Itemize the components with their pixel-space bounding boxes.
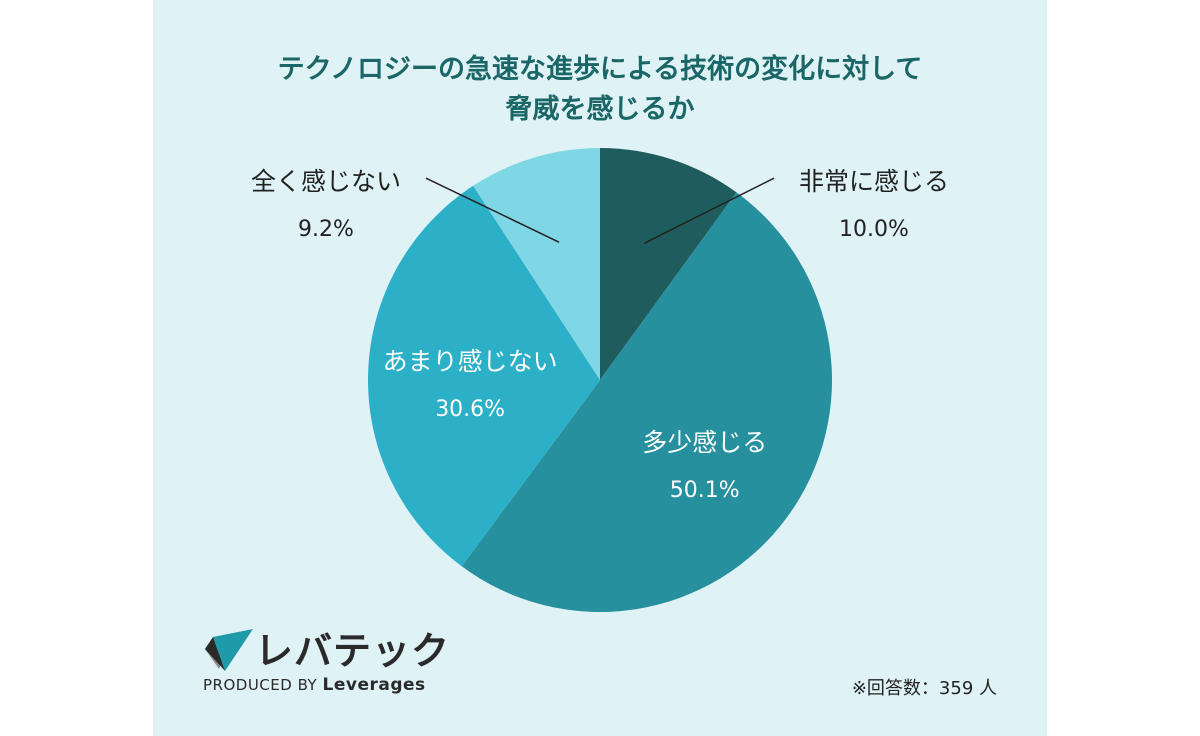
pie-slice-4	[473, 148, 600, 380]
slice-value-2: 50.1%	[670, 478, 740, 503]
slice-label-4: 全く感じない	[251, 167, 401, 196]
leader-line-slice-4	[425, 177, 560, 243]
slice-value-3: 30.6%	[435, 397, 505, 422]
pie-chart: 非常に感じる 10.0% 多少感じる 50.1% あまり感じない 30.6% 全く感じない 9…	[251, 148, 949, 613]
logo-name: レバテック	[255, 629, 451, 673]
pie-slice-3	[368, 185, 600, 567]
slice-label-2: 多少感じる	[642, 428, 767, 457]
respondent-count: ※回答数：359 人	[851, 678, 997, 699]
pie-slice-1	[600, 148, 737, 380]
company-name: Leverages	[322, 675, 426, 695]
levatech-logo-mark-icon	[205, 629, 253, 671]
chart-title-line-2: 脅威を感じるか	[505, 94, 695, 125]
chart-title-line-1: テクノロジーの急速な進歩による技術の変化に対して	[277, 54, 923, 85]
levatech-logo: レバテック PRODUCED BY Leverages	[203, 625, 449, 700]
produced-by-label: PRODUCED BY	[203, 676, 318, 694]
slice-value-1: 10.0%	[839, 217, 909, 242]
chart-title: テクノロジーの急速な進歩による技術の変化に対して 脅威を感じるか	[153, 50, 1047, 130]
slice-value-4: 9.2%	[298, 217, 354, 242]
leader-line-slice-1	[644, 177, 775, 244]
chart-panel: テクノロジーの急速な進歩による技術の変化に対して 脅威を感じるか 非常に感じる 1…	[153, 0, 1047, 736]
slice-label-1: 非常に感じる	[799, 167, 949, 196]
logo-produced-by: PRODUCED BY Leverages	[203, 675, 426, 695]
slice-label-3: あまり感じない	[383, 347, 558, 376]
pie-slice-2	[461, 192, 833, 613]
